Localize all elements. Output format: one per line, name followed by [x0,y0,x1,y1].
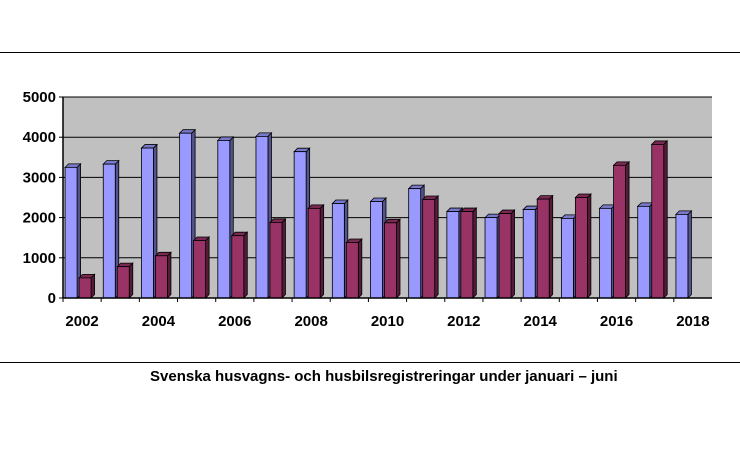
bar-2007-s2 [269,217,287,299]
y-tick-label-4000: 4000 [23,129,56,146]
x-tick-label-2004: 2004 [142,313,176,330]
y-tick-label-3000: 3000 [23,169,56,186]
bar-2010-s2 [383,218,401,299]
bar-2006-s1 [216,135,235,299]
bar-2013-s1 [484,213,502,299]
bar-2003-s1 [102,159,120,299]
bar-2015-s2 [574,193,592,299]
bar-2016-s2 [612,160,631,299]
bar-2008-s1 [293,147,311,299]
x-tick-label-2012: 2012 [447,313,480,330]
bar-2017-s1 [636,201,655,299]
bar-2017-s2 [650,139,669,299]
y-tick-label-5000: 5000 [23,89,56,106]
x-tick-label-2006: 2006 [218,313,251,330]
top-rule [0,52,740,53]
bar-2007-s1 [255,131,273,299]
bar-2018-s1 [674,209,693,299]
bar-2004-s2 [154,251,172,299]
bar-2012-s1 [445,207,464,299]
y-axis-ticks: 0 1000 2000 3000 4000 5000 [23,89,63,307]
y-tick-label-0: 0 [48,290,56,307]
x-tick-label-2014: 2014 [524,313,558,330]
bar-2003-s2 [116,262,134,299]
x-tick-label-2002: 2002 [65,313,98,330]
bar-2010-s1 [369,197,387,299]
bar-2014-s1 [522,205,540,299]
x-tick-label-2008: 2008 [294,313,327,330]
bar-2011-s2 [421,195,440,299]
x-axis-ticks: 2002 2004 2006 2008 2010 2012 2014 2016 2018 [62,298,710,330]
x-tick-label-2016: 2016 [600,313,633,330]
axes [62,97,712,299]
bar-2012-s2 [459,207,478,299]
bar-2005-s1 [178,128,197,299]
bar-2006-s2 [230,231,249,299]
bottom-rule [0,362,740,363]
bars [64,128,693,299]
bar-2009-s1 [331,199,349,299]
bar-2008-s2 [307,203,325,299]
bar-2009-s2 [345,238,363,299]
x-tick-label-2018: 2018 [676,313,709,330]
x-tick-label-2010: 2010 [371,313,404,330]
bar-2005-s2 [192,236,211,299]
y-tick-label-1000: 1000 [23,250,56,267]
bar-2002-s2 [78,273,96,299]
bar-2002-s1 [64,162,82,299]
chart-caption: Svenska husvagns- och husbilsregistrerin… [150,368,618,385]
y-tick-label-2000: 2000 [23,210,56,227]
bar-2014-s2 [536,194,554,299]
bar-2011-s1 [407,184,426,299]
bar-2015-s1 [560,213,578,299]
bar-2004-s1 [140,143,158,299]
bar-2016-s1 [598,203,617,299]
bar-2013-s2 [498,209,516,299]
